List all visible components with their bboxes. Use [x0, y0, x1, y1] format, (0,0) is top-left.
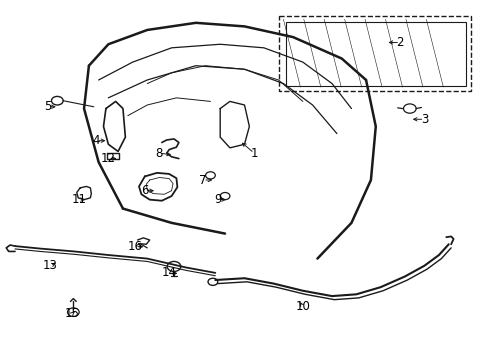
- Text: 11: 11: [72, 193, 86, 206]
- Text: 13: 13: [42, 259, 57, 272]
- Text: 2: 2: [396, 36, 403, 49]
- Text: 4: 4: [92, 134, 100, 147]
- Text: 12: 12: [101, 152, 116, 165]
- Text: 5: 5: [44, 100, 51, 113]
- Text: 6: 6: [141, 184, 148, 197]
- Text: 15: 15: [64, 307, 79, 320]
- Text: 8: 8: [155, 147, 163, 160]
- Text: 7: 7: [199, 174, 206, 186]
- Text: 16: 16: [127, 240, 142, 253]
- Bar: [278, 16, 469, 91]
- Text: 9: 9: [214, 193, 221, 206]
- Bar: [285, 22, 465, 86]
- Text: 14: 14: [162, 266, 176, 279]
- Text: 1: 1: [250, 147, 258, 160]
- Text: 10: 10: [295, 300, 310, 313]
- Text: 3: 3: [420, 113, 427, 126]
